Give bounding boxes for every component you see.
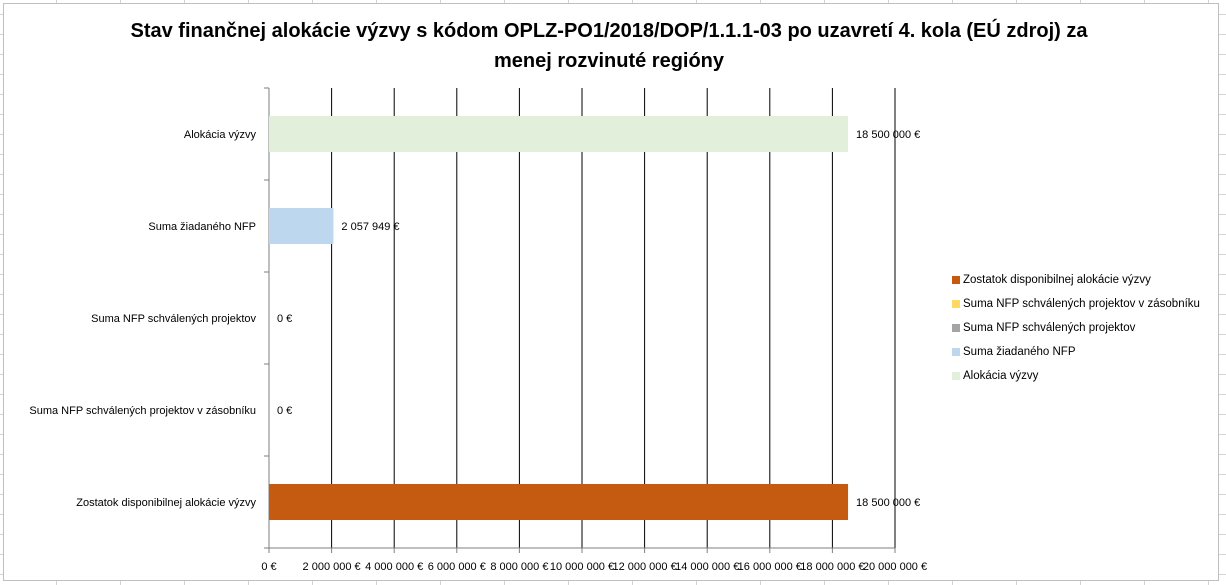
legend-label: Alokácia výzvy	[963, 370, 1039, 382]
legend-label: Zostatok disponibilnej alokácie výzvy	[963, 274, 1151, 286]
category-label: Alokácia výzvy	[184, 129, 257, 141]
data-label: 18 500 000 €	[856, 497, 920, 509]
category-label: Suma žiadaného NFP	[148, 221, 256, 233]
data-label: 0 €	[277, 313, 292, 325]
legend-swatch	[952, 348, 960, 356]
legend-label: Suma NFP schválených projektov v zásobní…	[963, 298, 1200, 310]
x-tick-label: 0 €	[261, 561, 276, 573]
legend-item: Alokácia výzvy	[952, 368, 1038, 384]
chart-title: Stav finančnej alokácie výzvy s kódom OP…	[130, 20, 1088, 72]
x-tick-label: 4 000 000 €	[365, 561, 423, 573]
x-tick-label: 2 000 000 €	[303, 561, 361, 573]
legend-label: Suma NFP schválených projektov	[963, 322, 1136, 334]
legend-item: Zostatok disponibilnej alokácie výzvy	[952, 272, 1151, 288]
category-label: Suma NFP schválených projektov	[91, 313, 256, 325]
x-tick-label: 12 000 000 €	[612, 561, 676, 573]
legend-item: Suma NFP schválených projektov v zásobní…	[952, 296, 1200, 312]
x-tick-label: 6 000 000 €	[428, 561, 486, 573]
x-tick-label: 16 000 000 €	[738, 561, 802, 573]
data-label: 0 €	[277, 405, 292, 417]
data-label: 18 500 000 €	[856, 129, 920, 141]
x-tick-label: 20 000 000 €	[863, 561, 927, 573]
legend-label: Suma žiadaného NFP	[963, 346, 1076, 358]
bar	[269, 208, 334, 244]
category-label: Suma NFP schválených projektov v zásobní…	[29, 405, 256, 417]
x-tick-label: 8 000 000 €	[490, 561, 548, 573]
legend-swatch	[952, 300, 960, 308]
x-tick-label: 18 000 000 €	[800, 561, 864, 573]
legend-swatch	[952, 324, 960, 332]
bar	[269, 116, 849, 152]
bar	[269, 484, 849, 520]
data-label: 2 057 949 €	[341, 221, 399, 233]
x-tick-label: 10 000 000 €	[550, 561, 614, 573]
legend-item: Suma žiadaného NFP	[952, 344, 1076, 360]
x-tick-label: 14 000 000 €	[675, 561, 739, 573]
category-label: Zostatok disponibilnej alokácie výzvy	[76, 497, 256, 509]
legend-item: Suma NFP schválených projektov	[952, 320, 1135, 336]
legend-swatch	[952, 276, 960, 284]
legend-swatch	[952, 372, 960, 380]
